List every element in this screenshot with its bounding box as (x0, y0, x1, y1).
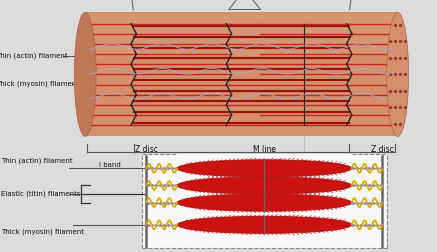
Text: I band: I band (99, 162, 120, 168)
Text: M line: M line (304, 162, 325, 168)
Ellipse shape (387, 12, 409, 136)
Text: Thick (myosin) filament: Thick (myosin) filament (0, 80, 79, 87)
Text: Z disc: Z disc (342, 0, 365, 10)
Text: M line: M line (253, 145, 276, 154)
Ellipse shape (74, 12, 96, 136)
Text: Thin (actin) filament: Thin (actin) filament (0, 53, 67, 59)
Text: Thin (actin) filament: Thin (actin) filament (1, 158, 73, 164)
Ellipse shape (177, 194, 352, 211)
Bar (85, 12, 398, 136)
Text: Z disc: Z disc (371, 145, 394, 154)
Text: Thick (myosin) filament: Thick (myosin) filament (1, 229, 84, 235)
Ellipse shape (177, 177, 352, 194)
Text: Sarcomere: Sarcomere (221, 170, 262, 179)
Text: Z disc: Z disc (135, 145, 158, 154)
Bar (85, 16, 398, 56)
Bar (142, 154, 387, 248)
Ellipse shape (177, 160, 352, 177)
Ellipse shape (177, 216, 352, 233)
Text: I band: I band (363, 162, 384, 168)
Text: Elastic (titin) filaments: Elastic (titin) filaments (1, 191, 80, 197)
Text: A band: A band (229, 162, 254, 168)
Text: Z disc: Z disc (118, 0, 141, 10)
